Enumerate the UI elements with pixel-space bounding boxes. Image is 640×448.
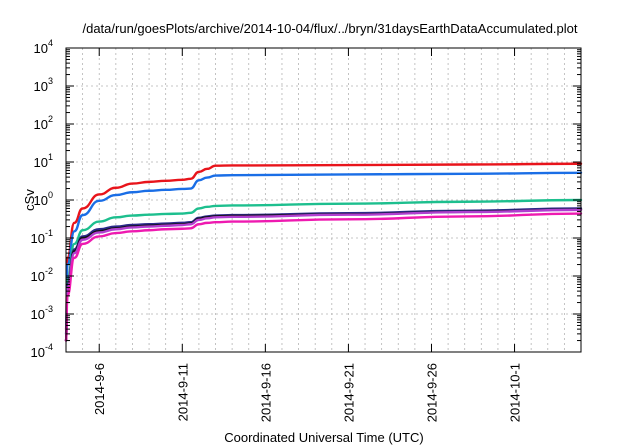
- y-tick-exponent: -2: [45, 266, 53, 276]
- y-tick-label: 103: [34, 76, 53, 94]
- y-tick-label: 102: [34, 114, 53, 132]
- series-line-2: [64, 171, 583, 336]
- y-tick-base: 10: [31, 307, 45, 322]
- series-line-1: [64, 162, 583, 331]
- chart-title: /data/run/goesPlots/archive/2014-10-04/f…: [82, 21, 577, 36]
- x-tick-label: 2014-9-26: [424, 363, 439, 422]
- x-axis-label: Coordinated Universal Time (UTC): [224, 430, 423, 445]
- y-tick-base: 10: [34, 155, 48, 170]
- series-line-7: [64, 212, 583, 342]
- series-line-6: [64, 208, 583, 342]
- y-tick-base: 10: [31, 345, 45, 360]
- x-tick-label: 2014-9-6: [92, 363, 107, 415]
- grid: [66, 48, 581, 352]
- y-axis-label: cSv: [22, 189, 37, 211]
- y-tick-exponent: -4: [45, 342, 53, 352]
- y-tick-base: 10: [31, 269, 45, 284]
- y-tick-base: 10: [34, 41, 48, 56]
- y-tick-base: 10: [34, 117, 48, 132]
- y-tick-label: 10-4: [31, 342, 53, 360]
- y-tick-label: 100: [34, 190, 53, 208]
- x-tick-label: 2014-9-11: [175, 363, 190, 421]
- x-tick-label: 2014-9-16: [258, 363, 273, 422]
- x-tick-label: 2014-10-1: [508, 363, 523, 422]
- y-tick-label: 10-1: [31, 228, 53, 246]
- series-line-5: [64, 208, 583, 342]
- y-tick-exponent: 2: [48, 114, 53, 124]
- plot-frame: [65, 47, 582, 353]
- series-layer: [64, 162, 583, 342]
- y-tick-exponent: 1: [48, 152, 53, 162]
- y-tick-label: 104: [34, 38, 53, 56]
- x-tick-label: 2014-9-21: [341, 363, 356, 422]
- y-tick-exponent: -1: [45, 228, 53, 238]
- y-tick-label: 10-2: [31, 266, 53, 284]
- y-tick-base: 10: [34, 79, 48, 94]
- series-line-4: [64, 207, 583, 342]
- series-line-3: [64, 198, 583, 342]
- y-tick-label: 101: [34, 152, 53, 170]
- y-tick-exponent: 0: [48, 190, 53, 200]
- y-tick-base: 10: [34, 193, 48, 208]
- y-tick-exponent: 4: [48, 38, 53, 48]
- y-tick-exponent: -3: [45, 304, 53, 314]
- y-tick-label: 10-3: [31, 304, 53, 322]
- y-tick-base: 10: [31, 231, 45, 246]
- y-tick-exponent: 3: [48, 76, 53, 86]
